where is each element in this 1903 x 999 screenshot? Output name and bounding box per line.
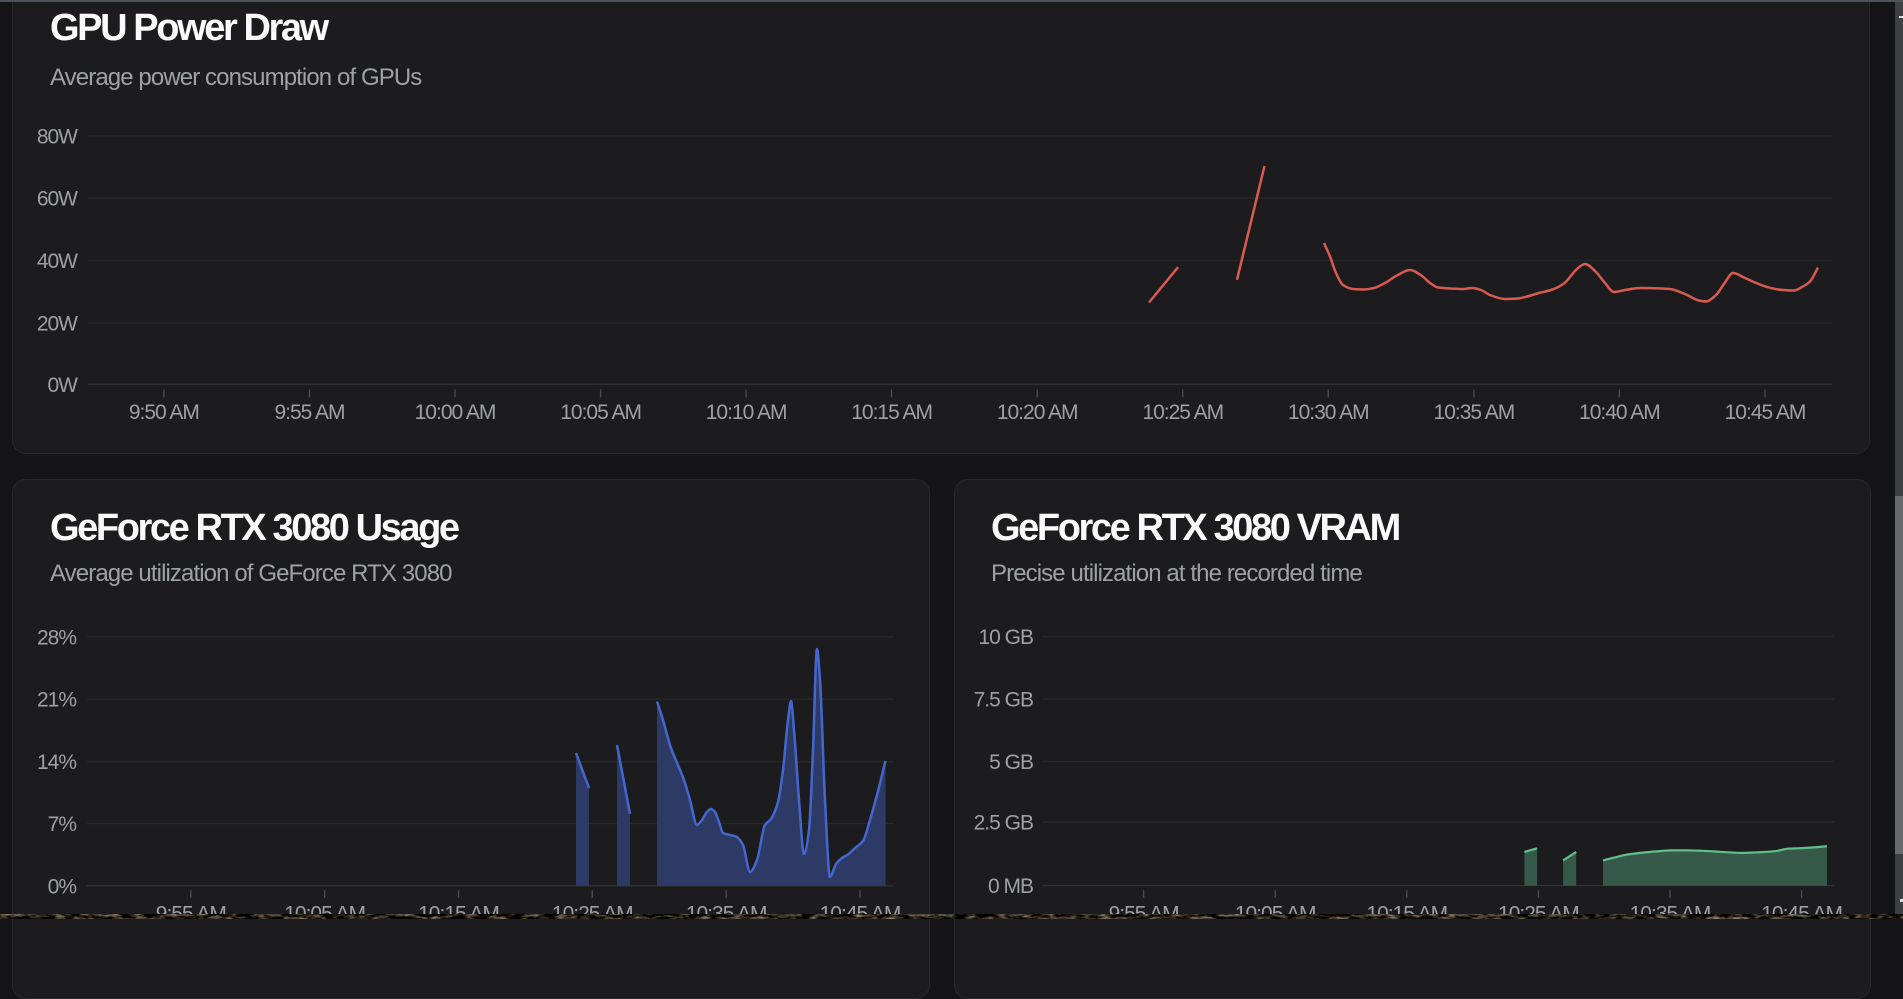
svg-text:10:25 AM: 10:25 AM <box>1142 401 1223 424</box>
svg-text:10:45 AM: 10:45 AM <box>1725 401 1806 424</box>
svg-text:10:40 AM: 10:40 AM <box>1579 401 1660 424</box>
svg-text:9:55 AM: 9:55 AM <box>274 401 344 424</box>
svg-text:10:00 AM: 10:00 AM <box>415 401 496 424</box>
svg-text:0%: 0% <box>48 875 77 898</box>
svg-text:0 MB: 0 MB <box>988 875 1033 898</box>
svg-text:10:20 AM: 10:20 AM <box>997 401 1078 424</box>
svg-text:10:35 AM: 10:35 AM <box>1434 401 1515 424</box>
svg-text:28%: 28% <box>37 626 76 649</box>
svg-text:20W: 20W <box>37 312 78 335</box>
svg-text:80W: 80W <box>37 125 78 148</box>
svg-text:9:50 AM: 9:50 AM <box>129 401 199 424</box>
svg-text:2.5 GB: 2.5 GB <box>974 812 1033 835</box>
svg-text:0W: 0W <box>48 374 79 397</box>
svg-text:5 GB: 5 GB <box>989 751 1033 774</box>
svg-text:40W: 40W <box>37 250 78 273</box>
svg-text:7%: 7% <box>48 813 77 836</box>
svg-text:7.5 GB: 7.5 GB <box>974 689 1033 712</box>
svg-text:21%: 21% <box>37 689 76 712</box>
svg-text:10:30 AM: 10:30 AM <box>1288 401 1369 424</box>
svg-text:10:10 AM: 10:10 AM <box>706 401 787 424</box>
svg-text:14%: 14% <box>37 751 76 774</box>
svg-text:10:15 AM: 10:15 AM <box>851 401 932 424</box>
svg-text:60W: 60W <box>37 188 78 211</box>
svg-text:10 GB: 10 GB <box>978 626 1033 649</box>
svg-text:10:05 AM: 10:05 AM <box>560 401 641 424</box>
